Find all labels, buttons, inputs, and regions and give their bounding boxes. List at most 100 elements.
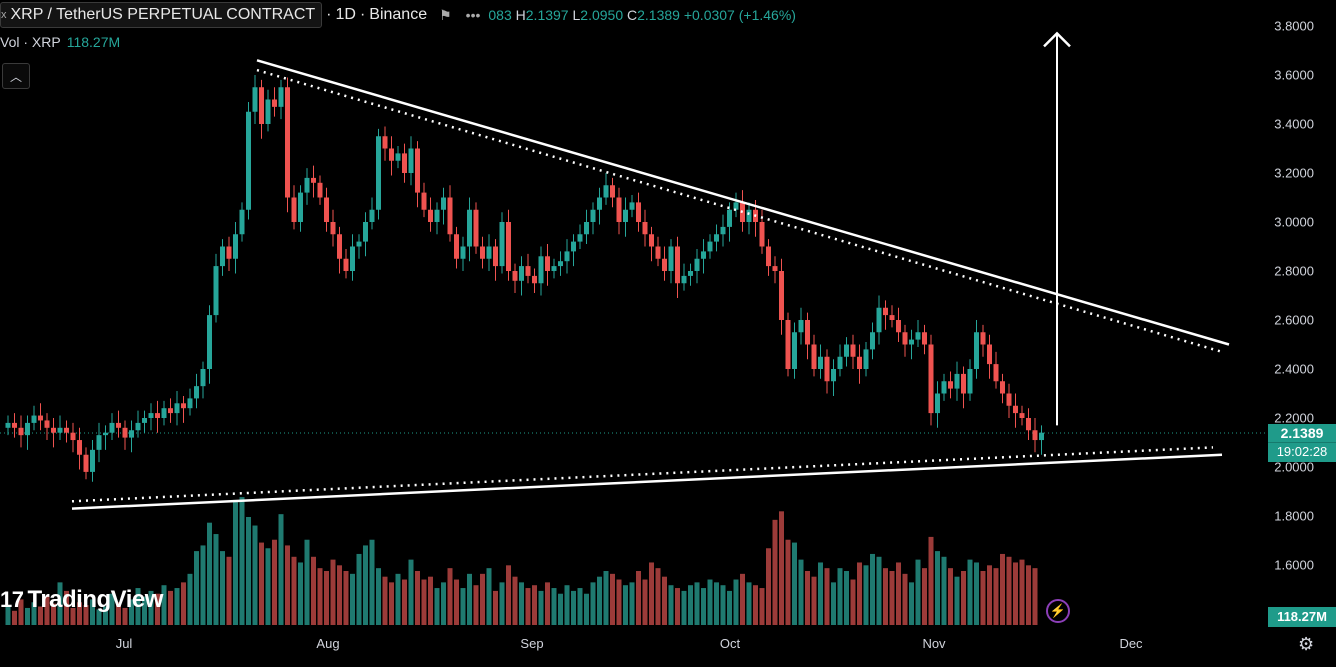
- candle-body: [467, 209, 472, 247]
- volume-bar: [525, 588, 531, 625]
- candle-body: [480, 246, 485, 259]
- volume-bar: [577, 588, 583, 625]
- volume-bar: [285, 545, 290, 625]
- more-dots-icon[interactable]: •••: [465, 7, 481, 23]
- volume-bar: [850, 579, 856, 625]
- price-tick-label: 3.6000: [1274, 67, 1314, 83]
- candle-body: [207, 315, 212, 369]
- candle-body: [441, 197, 446, 210]
- volume-bar: [38, 606, 43, 625]
- volume-bar: [187, 573, 193, 625]
- candle-body: [577, 234, 583, 242]
- candle-body: [311, 177, 316, 183]
- volume-bar: [408, 559, 414, 625]
- volume-bar: [460, 588, 466, 625]
- candle-body: [909, 339, 914, 345]
- candle-body: [330, 222, 336, 235]
- candle-body: [714, 234, 719, 242]
- volume-bar: [935, 551, 940, 625]
- candle-body: [18, 427, 24, 436]
- volume-bar: [538, 590, 544, 625]
- candle-body: [818, 356, 823, 369]
- volume-bar: [1026, 565, 1031, 625]
- candle-body: [675, 246, 680, 284]
- time-tick-label: Sep: [520, 636, 544, 651]
- volume-bar: [330, 559, 336, 625]
- candle-body: [356, 241, 362, 247]
- candle-body: [889, 315, 895, 320]
- volume-bar: [213, 534, 219, 625]
- candle-body: [213, 266, 219, 316]
- volume-bar: [876, 556, 882, 625]
- legend-separator: ·: [326, 6, 332, 23]
- volume-bar: [779, 511, 784, 625]
- volume-bar: [733, 579, 739, 625]
- price-tick-label: 3.4000: [1274, 116, 1314, 132]
- volume-bar: [720, 585, 726, 625]
- candle-body: [304, 177, 310, 193]
- candle-body: [525, 266, 531, 276]
- volume-bar: [5, 605, 11, 625]
- volume-bar: [447, 568, 453, 625]
- time-tick-label: Nov: [922, 636, 946, 651]
- volume-bar: [844, 571, 849, 625]
- volume-bar: [83, 605, 89, 625]
- symbol-name[interactable]: XRP / TetherUS PERPETUAL CONTRACT: [10, 6, 316, 23]
- chevron-up-icon[interactable]: ︿: [2, 63, 30, 89]
- candle-body: [31, 415, 37, 423]
- volume-bar: [467, 573, 472, 625]
- volume-bar: [707, 579, 713, 625]
- candle-body: [434, 209, 440, 222]
- trendlines: [71, 31, 1230, 510]
- volume-bar: [57, 582, 63, 625]
- candle-body: [252, 87, 258, 112]
- volume-bar: [428, 576, 433, 625]
- candle-body: [629, 202, 635, 210]
- candle-body: [122, 427, 128, 438]
- symbol-box[interactable]: x XRP / TetherUS PERPETUAL CONTRACT: [0, 2, 323, 28]
- volume-bar: [798, 559, 804, 625]
- candle-body: [77, 440, 82, 455]
- candle-body: [967, 369, 973, 394]
- candle-body: [506, 222, 511, 271]
- volume-bar: [31, 602, 37, 625]
- candle-body: [259, 87, 264, 124]
- candle-body: [44, 420, 50, 428]
- volume-bar: [155, 593, 160, 625]
- candle-body: [863, 349, 869, 369]
- lightning-icon[interactable]: ⚡: [1046, 599, 1070, 623]
- flag-icon[interactable]: ⚑: [439, 6, 452, 23]
- volume-bar: [616, 579, 622, 625]
- volume-bar: [291, 556, 297, 625]
- volume-bar: [642, 579, 648, 625]
- candle-body: [1013, 405, 1018, 414]
- volume-bar: [824, 568, 830, 625]
- volume-bar: [278, 514, 284, 625]
- volume-tag: 118.27M: [1268, 607, 1336, 627]
- candle-body: [415, 148, 420, 193]
- candle-body: [428, 209, 433, 222]
- price-tick-label: 3.0000: [1274, 214, 1314, 230]
- tradingview-mark: 17: [0, 587, 24, 612]
- volume-bar: [740, 573, 745, 625]
- candle-body: [265, 99, 271, 124]
- volume-bar: [1006, 556, 1012, 625]
- candle-body: [285, 87, 290, 198]
- candle-body: [974, 332, 979, 369]
- volume-bar: [896, 562, 901, 625]
- high-label: H: [515, 7, 526, 23]
- interval-label[interactable]: 1D: [335, 6, 356, 23]
- candle-body: [980, 332, 986, 345]
- candle-body: [12, 422, 17, 428]
- gear-icon[interactable]: ⚙: [1298, 634, 1315, 654]
- volume-bar: [857, 562, 862, 625]
- volume-bar: [902, 573, 908, 625]
- volume-bar: [551, 588, 557, 625]
- volume-bar: [499, 582, 505, 625]
- volume-bar: [668, 585, 674, 625]
- volume-bar: [337, 565, 342, 625]
- volume-bar: [681, 590, 687, 625]
- last-price-tag: 2.1389 19:02:28: [1268, 424, 1336, 462]
- volume-label: Vol · XRP: [0, 34, 61, 50]
